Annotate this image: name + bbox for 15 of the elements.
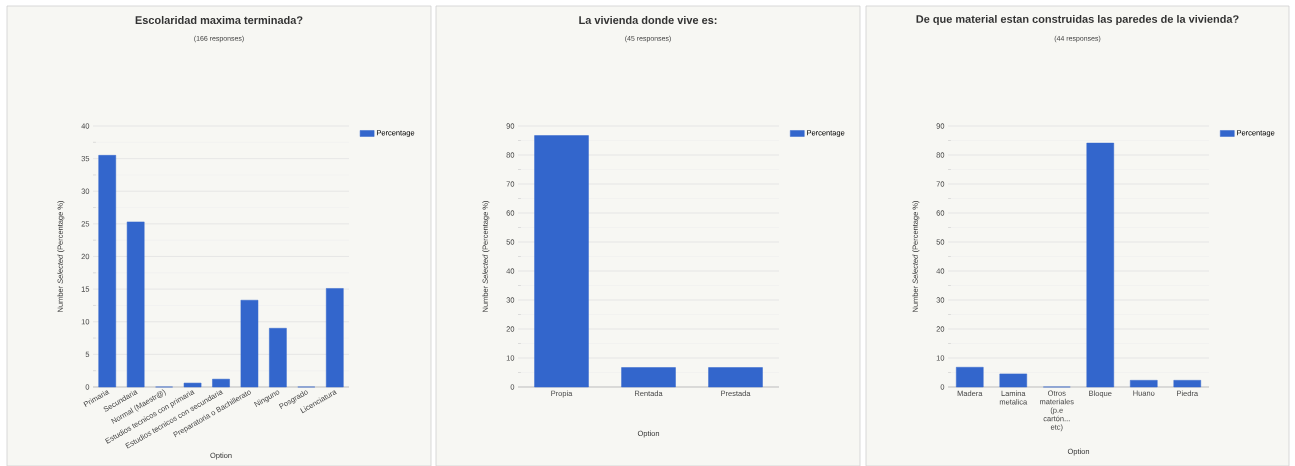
bar — [240, 299, 259, 388]
bar — [999, 373, 1027, 388]
bar — [1086, 142, 1115, 388]
bar — [212, 378, 230, 388]
chart-title: Escolaridad maxima terminada? — [135, 15, 303, 24]
bar — [126, 221, 145, 388]
bar — [1130, 379, 1158, 388]
bar — [956, 366, 984, 388]
bar — [183, 382, 202, 388]
chart-title: La vivienda donde vive es: — [579, 15, 717, 24]
bar — [269, 327, 287, 388]
bar — [1173, 379, 1202, 388]
bar — [98, 154, 117, 388]
bar — [326, 288, 344, 388]
chart-title: De que material estan construidas las paredes de la vivienda? — [916, 14, 1239, 25]
